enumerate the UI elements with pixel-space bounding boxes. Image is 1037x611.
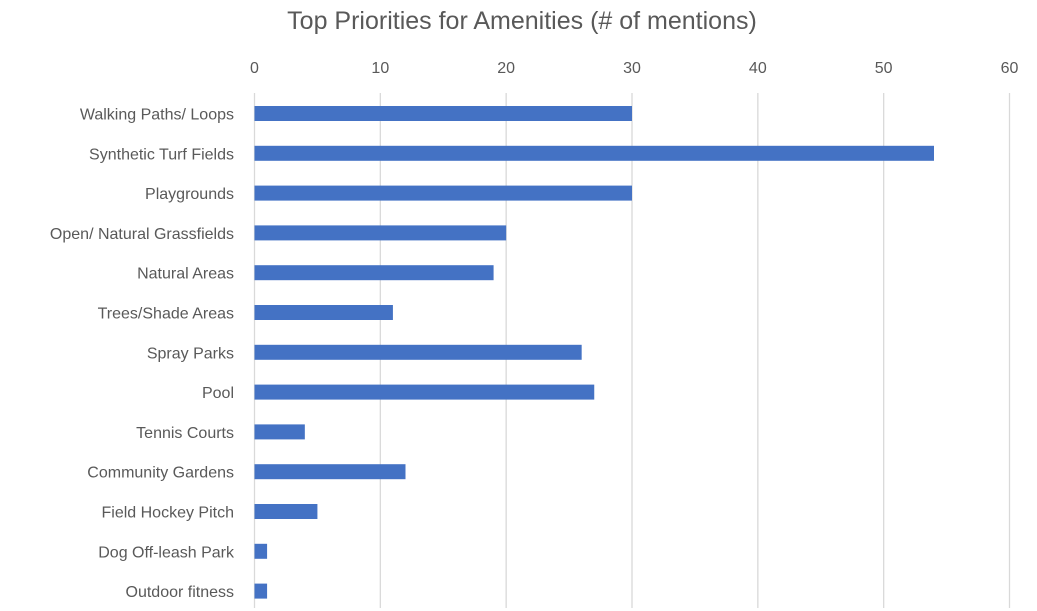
bar (254, 344, 582, 360)
x-tick-label: 30 (623, 60, 641, 77)
bar (254, 504, 318, 519)
bar (254, 583, 268, 599)
x-tick-label: 20 (497, 60, 515, 77)
bar (254, 265, 494, 281)
category-label: Outdoor fitness (126, 584, 235, 601)
category-label: Dog Off-leash Park (98, 544, 235, 561)
x-axis-ticks: 0 10 20 30 40 50 60 (250, 60, 1018, 77)
x-tick-label: 40 (749, 60, 767, 77)
category-label: Open/ Natural Grassfields (50, 226, 234, 243)
category-label: Natural Areas (137, 266, 234, 283)
bar (254, 106, 632, 121)
x-tick-label: 50 (875, 60, 893, 77)
bar (254, 305, 393, 320)
x-tick-label: 0 (250, 60, 259, 77)
bar (254, 145, 934, 161)
category-label: Field Hockey Pitch (102, 505, 235, 522)
bar (254, 225, 507, 241)
chart-title: Top Priorities for Amenities (# of menti… (287, 7, 757, 35)
category-label: Trees/Shade Areas (98, 306, 234, 323)
bar (254, 464, 406, 480)
bar (254, 384, 595, 400)
bar (254, 424, 305, 440)
x-tick-label: 10 (371, 60, 389, 77)
bars (254, 106, 934, 599)
category-label: Spray Parks (147, 345, 234, 362)
category-labels: Walking Paths/ Loops Synthetic Turf Field… (50, 107, 235, 602)
category-label: Community Gardens (87, 465, 234, 482)
category-label: Playgrounds (145, 186, 234, 203)
x-tick-label: 60 (1001, 60, 1019, 77)
category-label: Tennis Courts (136, 425, 234, 442)
bar (254, 543, 268, 559)
category-label: Pool (202, 385, 234, 402)
bar (254, 185, 632, 201)
category-label: Walking Paths/ Loops (80, 107, 234, 124)
category-label: Synthetic Turf Fields (89, 146, 234, 163)
